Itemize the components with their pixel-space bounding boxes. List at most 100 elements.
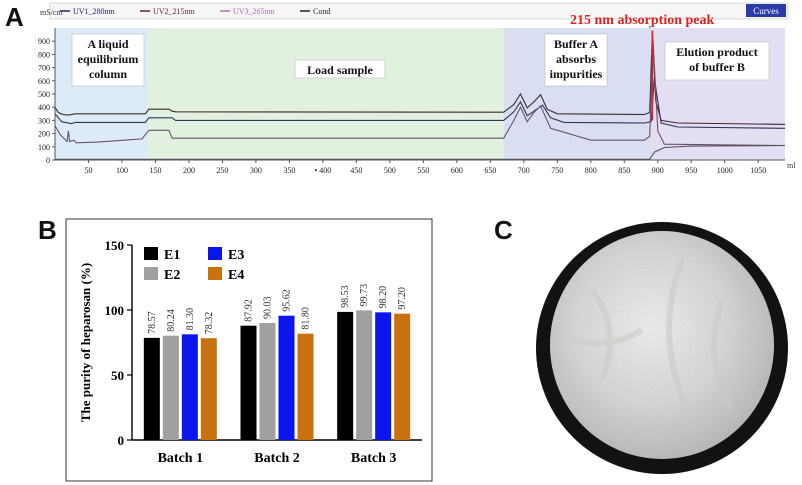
bar-e2	[259, 322, 276, 440]
phase-label: Load sample	[307, 63, 373, 77]
bar-value-label: 81.80	[301, 307, 312, 330]
phase-label: absorbs	[556, 52, 596, 66]
x-tick-label: 50	[84, 166, 92, 175]
y-tick-label: 600	[38, 77, 50, 86]
x-tick-label: 1000	[717, 166, 733, 175]
legend-swatch	[208, 247, 222, 260]
phase-label: Buffer A	[554, 37, 598, 51]
y-axis-label: The purity of heparosan (%)	[78, 263, 93, 422]
panel-label-a: A	[5, 2, 24, 32]
x-tick-label: 250	[216, 166, 228, 175]
x-tick-label: 900	[652, 166, 664, 175]
bar-e4	[297, 333, 314, 440]
x-tick-label: 350	[283, 166, 295, 175]
phase-label: impurities	[550, 67, 603, 81]
bar-e2	[162, 335, 179, 440]
bar-value-label: 81.30	[185, 308, 196, 331]
phase-label-box	[71, 33, 145, 87]
panel-label-c: C	[494, 215, 513, 245]
x-tick-label: 100	[116, 166, 128, 175]
phase-region	[148, 28, 504, 160]
legend-bar	[49, 2, 789, 20]
series-line-uv2_215nm	[54, 30, 786, 125]
x-tick-label: 800	[585, 166, 597, 175]
bar-e3	[181, 334, 198, 440]
absorption-peak-annotation: 215 nm absorption peak	[570, 13, 715, 28]
legend-entry: E4	[228, 268, 244, 283]
x-tick-label: 550	[417, 166, 429, 175]
legend-entry: E3	[228, 248, 244, 263]
legend-swatch	[208, 267, 222, 280]
y-tick-label: 0	[46, 156, 50, 165]
legend-entry: UV2_215nm	[153, 7, 196, 16]
panel-label-b: B	[38, 215, 57, 245]
curves-button[interactable]	[746, 4, 786, 17]
x-tick-label: 200	[183, 166, 195, 175]
series-line-cond	[55, 144, 786, 160]
x-tick-label: 650	[484, 166, 496, 175]
y-tick-label: 0	[118, 433, 125, 448]
bar-e4	[200, 338, 217, 440]
y-tick-label: 100	[105, 303, 125, 318]
x-category-label: Batch 2	[254, 451, 300, 466]
powder-texture	[571, 258, 735, 422]
phase-label-box	[294, 59, 386, 79]
x-tick-label: 1050	[750, 166, 766, 175]
x-tick-label: 600	[451, 166, 463, 175]
legend-entry: E2	[164, 268, 180, 283]
y-unit-label: mS/cm	[40, 8, 63, 17]
y-tick-label: 400	[38, 103, 50, 112]
x-category-label: Batch 1	[158, 451, 204, 466]
bar-value-label: 78.57	[147, 311, 158, 334]
x-tick-label: • 400	[314, 166, 331, 175]
heparosan-product-photo	[536, 222, 788, 474]
bar-value-label: 98.53	[340, 285, 351, 308]
legend-swatch	[144, 267, 158, 280]
bar-e1	[240, 325, 257, 440]
x-tick-label: 500	[384, 166, 396, 175]
phase-label: column	[89, 67, 127, 81]
bar-value-label: 87.92	[244, 299, 255, 322]
chromatogram-chart: mS/cm UV1_280nm UV2_215nm UV3_265nm Cond Cu…	[38, 2, 796, 175]
curves-button-label: Curves	[753, 6, 779, 16]
bar-e3	[375, 312, 392, 440]
y-tick-label: 500	[38, 90, 50, 99]
bar-value-label: 90.03	[263, 296, 274, 319]
heparosan-powder	[550, 231, 774, 459]
legend-entry: E1	[164, 248, 180, 263]
bar-value-label: 99.73	[359, 284, 370, 307]
phase-label: of buffer B	[689, 60, 745, 74]
bar-value-label: 97.20	[397, 287, 408, 310]
y-tick-label: 800	[38, 50, 50, 59]
bar-e1	[337, 311, 354, 440]
legend-swatch	[144, 247, 158, 260]
legend-entry: UV3_265nm	[233, 7, 276, 16]
x-tick-label: 750	[551, 166, 563, 175]
x-tick-label: 300	[250, 166, 262, 175]
y-tick-label: 700	[38, 64, 50, 73]
bar-value-label: 95.62	[282, 289, 293, 312]
phase-label-box	[664, 41, 770, 81]
phase-label: A liquid	[87, 37, 128, 51]
legend-entry: Cond	[313, 7, 330, 16]
x-tick-label: 150	[149, 166, 161, 175]
y-tick-label: 100	[38, 143, 50, 152]
bar-e3	[278, 315, 295, 440]
legend-entry: UV1_280nm	[73, 7, 116, 16]
bar-value-label: 80.24	[166, 309, 177, 332]
phase-label-box	[544, 33, 608, 87]
y-tick-label: 300	[38, 116, 50, 125]
y-tick-label: 50	[111, 368, 124, 383]
phase-label: Elution product	[676, 45, 757, 59]
purity-bar-chart: 0 50 100 150 The purity of heparosan (%) 78.5…	[65, 218, 433, 482]
bar-e1	[143, 337, 160, 440]
y-tick-label: 150	[105, 238, 125, 253]
x-tick-label: 850	[618, 166, 630, 175]
x-tick-label: 950	[685, 166, 697, 175]
x-unit-label: ml	[787, 161, 796, 170]
bar-e2	[356, 310, 373, 440]
x-category-label: Batch 3	[351, 451, 397, 466]
y-tick-label: 900	[38, 37, 50, 46]
bar-e4	[394, 313, 411, 440]
series-line-uv3_265nm	[54, 41, 786, 147]
